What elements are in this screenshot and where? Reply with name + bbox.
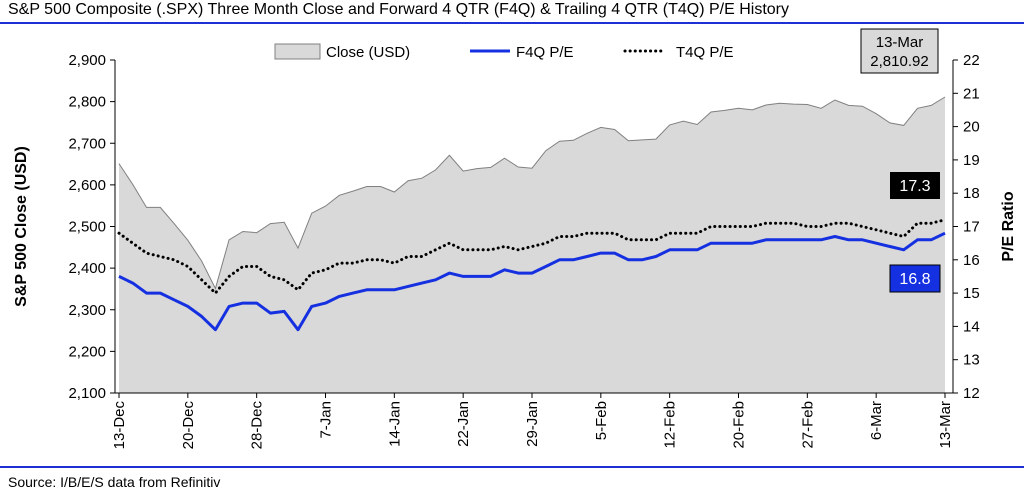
close-area-layer [118,96,946,393]
legend-f4q-label: F4Q P/E [516,44,574,61]
pe-history-chart: 2,100 2,200 2,300 2,400 2,500 2,600 2,700 2,800… [13,28,1017,449]
close-area [119,97,945,393]
left-tick-label: 2,100 [68,385,106,402]
right-tick-label: 21 [963,85,980,102]
x-tick-label: 29-Jan [524,401,541,447]
close-callout-box [860,28,939,74]
left-tick-label: 2,300 [68,302,106,319]
left-tick-label: 2,700 [68,135,106,152]
f4q-end-label: 16.8 [899,271,930,288]
x-tick-label: 20-Feb [731,401,748,449]
legend-close-swatch [274,43,321,60]
t4q-end-label: 17.3 [899,178,930,195]
right-tick-label: 13 [963,352,980,369]
footer-rule [0,466,1024,468]
right-tick-label: 15 [963,285,980,302]
f4q-line [118,231,946,332]
f4q-end-badge [889,264,941,293]
right-tick-label: 12 [963,385,980,402]
x-tick-label: 28-Dec [249,401,266,450]
x-tick-label: 5-Feb [593,401,610,440]
t4q-end-badge [890,172,940,199]
pe-lines-layer [117,218,947,332]
close-callout-date: 13-Mar [876,34,924,51]
x-tick-label: 6-Mar [868,401,885,440]
x-tick-label: 22-Jan [455,401,472,447]
x-tick-label: 13-Dec [111,401,128,450]
source-note: Source: I/B/E/S data from Refinitiv [8,474,221,490]
right-axis-title: P/E Ratio [1000,191,1017,261]
x-tick-label: 14-Jan [386,401,403,447]
legend-close-label: Close (USD) [326,44,410,61]
left-tick-label: 2,900 [68,52,106,69]
right-tick-label: 17 [963,219,980,236]
axes-layer: 2,100 2,200 2,300 2,400 2,500 2,600 2,700 2,800… [13,52,1017,449]
close-callout-value: 2,810.92 [870,53,928,70]
x-tick-label: 12-Feb [662,401,679,449]
legend-t4q-label: T4Q P/E [676,44,734,61]
right-tick-label: 20 [963,119,980,136]
left-tick-label: 2,600 [68,177,106,194]
right-tick-label: 18 [963,185,980,202]
t4q-line [117,218,947,296]
left-tick-label: 2,500 [68,219,106,236]
x-tick-label: 13-Mar [937,401,954,449]
right-tick-label: 19 [963,152,980,169]
legend: Close (USD) F4Q P/E T4Q P/E [274,43,734,61]
right-tick-label: 16 [963,252,980,269]
left-tick-label: 2,800 [68,94,106,111]
x-tick-label: 20-Dec [180,401,197,450]
left-tick-label: 2,400 [68,260,106,277]
left-tick-label: 2,200 [68,343,106,360]
x-tick-label: 7-Jan [318,401,335,439]
left-axis-title: S&P 500 Close (USD) [13,146,30,307]
x-tick-label: 27-Feb [799,401,816,449]
right-tick-label: 14 [963,318,980,335]
close-outline [118,96,946,290]
chart-title: S&P 500 Composite (.SPX) Three Month Clo… [8,1,789,18]
annotations-layer: 13-Mar 2,810.92 17.3 16.8 [860,28,941,293]
right-tick-label: 22 [963,52,980,69]
title-rule [0,22,1024,24]
